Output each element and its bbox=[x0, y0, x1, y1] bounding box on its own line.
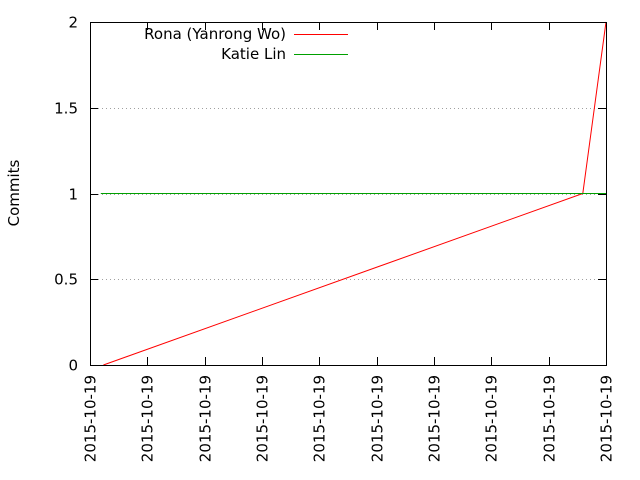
y-axis-title: Commits bbox=[5, 159, 23, 226]
x-tick-label: 2015-10-19 bbox=[197, 375, 215, 462]
legend: Rona (Yanrong Wo) Katie Lin bbox=[144, 25, 348, 63]
series-layer bbox=[100, 21, 607, 366]
x-tick-label: 2015-10-19 bbox=[598, 375, 616, 462]
y-tick-label: 1.5 bbox=[54, 100, 78, 118]
y-tick-label: 0 bbox=[68, 357, 78, 375]
x-tick-label: 2015-10-19 bbox=[483, 375, 501, 462]
axes-layer: 0 0.5 1 1.5 2 2015-10-19 2015-10-19 2015-10-19 2… bbox=[54, 14, 615, 463]
x-tick-label: 2015-10-19 bbox=[426, 375, 444, 462]
x-tick-label: 2015-10-19 bbox=[82, 375, 100, 462]
legend-label-1: Katie Lin bbox=[221, 45, 286, 63]
y-tick-label: 2 bbox=[68, 14, 78, 32]
y-tick-label: 1 bbox=[68, 186, 78, 204]
x-tick-label: 2015-10-19 bbox=[541, 375, 559, 462]
x-tick-label: 2015-10-19 bbox=[369, 375, 387, 462]
x-tick-label: 2015-10-19 bbox=[311, 375, 329, 462]
y-tick-label: 0.5 bbox=[54, 271, 78, 289]
x-tick-label: 2015-10-19 bbox=[139, 375, 157, 462]
legend-label-0: Rona (Yanrong Wo) bbox=[144, 25, 286, 43]
x-tick-label: 2015-10-19 bbox=[254, 375, 272, 462]
